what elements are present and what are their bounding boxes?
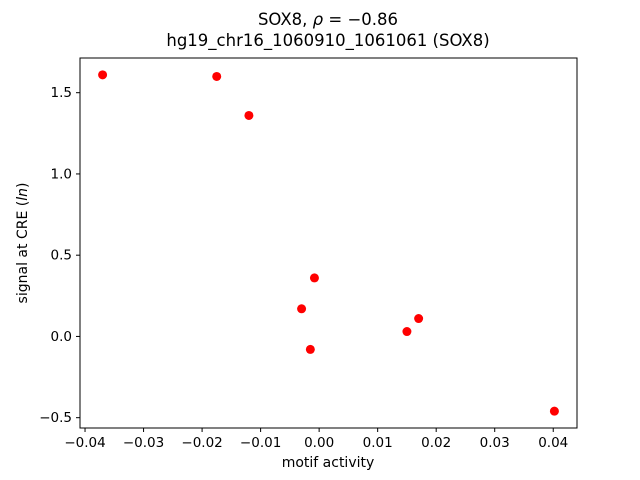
x-tick-label: −0.03 [123,435,164,451]
x-tick-label: 0.02 [421,435,451,451]
x-tick-label: −0.04 [64,435,105,451]
data-point [549,406,559,416]
x-tick-label: 0.00 [304,435,334,451]
y-axis-ticks: −0.5 0.0 0.5 1.0 1.5 [39,85,80,426]
data-point [414,314,424,324]
data-point [212,71,222,81]
rho-symbol: ρ [313,10,324,29]
data-point [309,273,319,283]
plot-frame [79,57,578,429]
data-point [402,327,412,337]
x-tick-label: 0.04 [538,435,568,451]
x-tick-label: −0.02 [181,435,222,451]
x-axis-ticks: −0.04 −0.03 −0.02 −0.01 0.00 0.01 0.02 0.03 0.04 [64,428,568,451]
y-axis-label: signal at CRE (ln) [15,183,31,304]
data-point [305,344,315,354]
y-tick-label: −0.5 [39,410,72,426]
x-tick-label: −0.01 [240,435,281,451]
data-points [98,70,559,416]
y-tick-label: 1.5 [51,85,72,101]
x-tick-label: 0.01 [363,435,393,451]
data-point [244,110,254,120]
data-point [297,304,307,314]
x-axis-label: motif activity [282,455,375,471]
x-tick-label: 0.03 [480,435,510,451]
chart-title-line2: hg19_chr16_1060910_1061061 (SOX8) [166,31,489,51]
y-tick-label: 0.0 [51,329,72,345]
y-tick-label: 0.5 [51,248,72,264]
y-tick-label: 1.0 [51,166,72,182]
chart-title-line1: SOX8, ρ = −0.86 [258,10,398,29]
data-point [98,70,108,80]
